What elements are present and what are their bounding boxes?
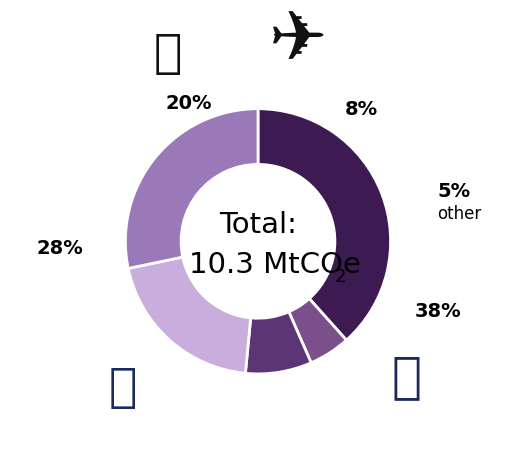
Text: 8%: 8%	[345, 100, 378, 119]
Text: 🚢: 🚢	[154, 32, 182, 76]
Text: 🚗: 🚗	[392, 353, 422, 400]
Text: 10.3 MtCO: 10.3 MtCO	[189, 250, 343, 278]
Wedge shape	[128, 258, 251, 373]
Text: 38%: 38%	[414, 301, 461, 320]
Text: other: other	[437, 205, 481, 223]
Wedge shape	[258, 110, 391, 341]
Text: 5%: 5%	[437, 182, 470, 201]
Text: 2: 2	[334, 267, 346, 285]
Wedge shape	[289, 299, 346, 363]
Text: e: e	[343, 250, 361, 278]
Wedge shape	[246, 312, 311, 374]
Text: 28%: 28%	[36, 239, 83, 258]
Text: 🚚: 🚚	[108, 365, 137, 410]
Text: ✈: ✈	[269, 7, 327, 74]
Text: 20%: 20%	[166, 93, 212, 112]
Wedge shape	[125, 110, 258, 269]
Text: Total:: Total:	[219, 211, 297, 239]
